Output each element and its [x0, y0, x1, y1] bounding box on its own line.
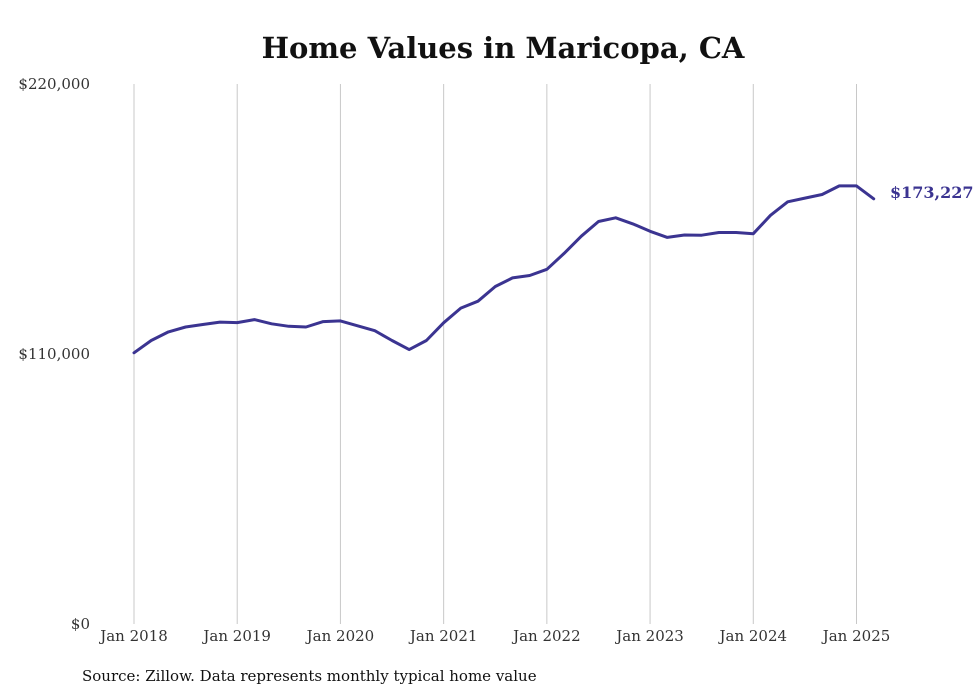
x-tick-label: Jan 2019 [201, 627, 271, 645]
x-tick-label: Jan 2021 [408, 627, 478, 645]
series-line [132, 184, 876, 355]
series-layer [132, 184, 876, 355]
x-tick-label: Jan 2025 [821, 627, 891, 645]
x-tick-label: Jan 2024 [718, 627, 788, 645]
end-value-label: $173,227 [890, 183, 974, 202]
y-tick-label: $0 [71, 615, 90, 633]
x-tick-label: Jan 2020 [305, 627, 375, 645]
y-tick-label: $110,000 [18, 345, 90, 363]
y-tick-label: $220,000 [18, 75, 90, 93]
chart-title: Home Values in Maricopa, CA [262, 31, 745, 65]
source-note: Source: Zillow. Data represents monthly … [82, 667, 537, 685]
y-axis-tick-labels: $0 $110,000 $220,000 [18, 75, 90, 633]
x-tick-label: Jan 2022 [511, 627, 581, 645]
x-tick-label: Jan 2018 [98, 627, 168, 645]
x-tick-label: Jan 2023 [614, 627, 684, 645]
gridlines [133, 84, 857, 624]
x-axis-tick-labels: Jan 2018 Jan 2019 Jan 2020 Jan 2021 Jan 2022… [98, 627, 890, 645]
